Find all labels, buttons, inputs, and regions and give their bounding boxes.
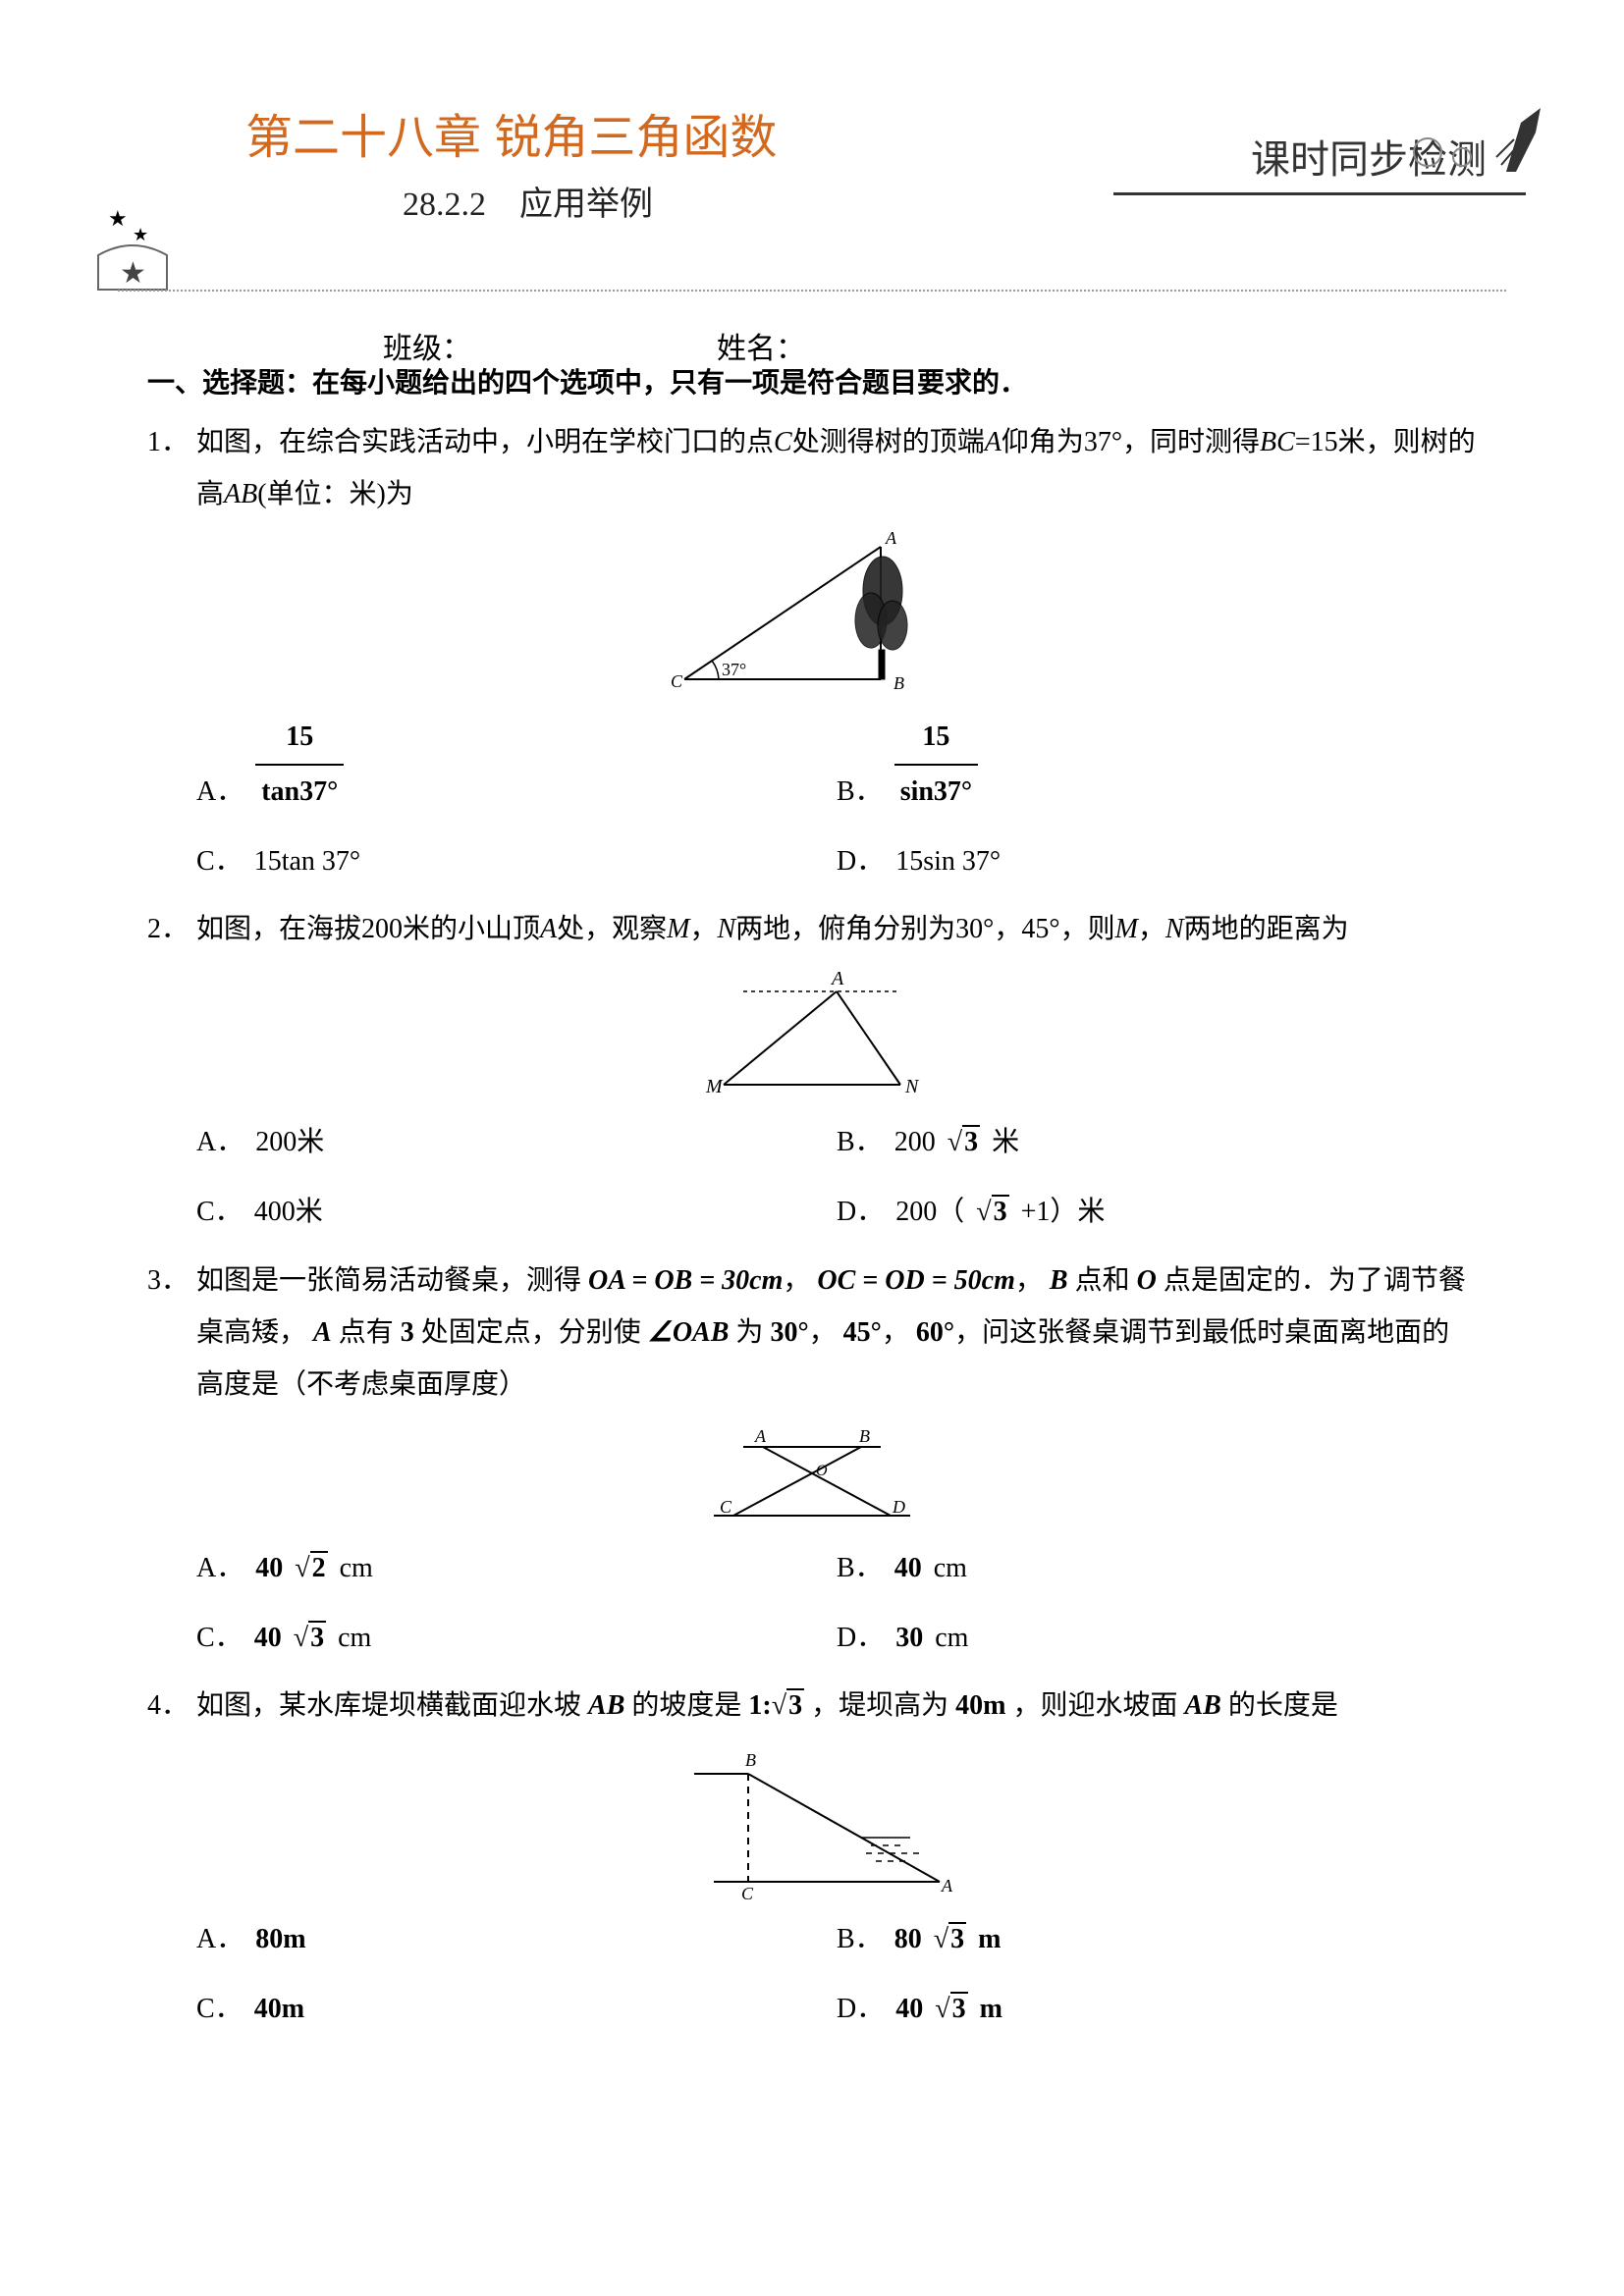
q4-option-c: C．40m [196, 1983, 837, 2035]
class-label: 班级： [383, 324, 471, 367]
q3-option-a: A． 40√2 cm [196, 1542, 837, 1594]
q1-options: A． 15tan37° B． 15sin37° C． 15tan 37° D． … [196, 711, 1477, 887]
svg-text:★: ★ [120, 257, 146, 290]
q1-label-a: A [885, 532, 897, 548]
q3-options: A． 40√2 cm B． 40 cm C． 40√3 cm D． 30 cm [196, 1542, 1477, 1664]
q4-label-b: B [745, 1750, 756, 1770]
q3-label-o: O [816, 1463, 828, 1479]
q2-option-d: D． 200（√3+1）米 [837, 1186, 1477, 1238]
name-label: 姓名： [717, 324, 805, 367]
svg-text:★: ★ [108, 206, 128, 231]
q4-label-a: A [941, 1876, 953, 1896]
header: 第二十八章 锐角三角函数 28.2.2 应用举例 ★ ★ ★ 课时同步检测 [147, 98, 1477, 314]
chapter-title: 第二十八章 锐角三角函数 [245, 98, 777, 167]
q1-number: 1． [147, 416, 196, 468]
q4-option-a: A．80m [196, 1913, 837, 1965]
q4-figure: B C A [655, 1744, 969, 1901]
q3-label-c: C [720, 1497, 732, 1517]
q2-option-a: A．200米 [196, 1116, 837, 1168]
q4-option-b: B． 80√3m [837, 1913, 1477, 1965]
worksheet-page: 第二十八章 锐角三角函数 28.2.2 应用举例 ★ ★ ★ 课时同步检测 [0, 0, 1624, 2113]
q2-label-m: M [705, 1076, 724, 1097]
q4-text: 如图，某水库堤坝横截面迎水坡 AB 的坡度是 1:√3 ，堤坝高为 40m ，则… [196, 1680, 1477, 1732]
star-icon: ★ ★ ★ [88, 196, 177, 304]
header-deco: 课时同步检测 [1113, 128, 1526, 195]
q3-text: 如图是一张简易活动餐桌，测得 OA = OB = 30cm， OC = OD =… [196, 1255, 1477, 1412]
q2-text: 如图，在海拔200米的小山顶A处，观察M，N两地，俯角分别为30°，45°，则M… [196, 903, 1477, 955]
q2-figure: A M N [684, 967, 940, 1104]
q1-angle-label: 37° [722, 660, 746, 679]
question-2: 2． 如图，在海拔200米的小山顶A处，观察M，N两地，俯角分别为30°，45°… [147, 903, 1477, 1239]
q2-label-n: N [904, 1076, 920, 1097]
q2-option-c: C．400米 [196, 1186, 837, 1238]
q3-option-d: D． 30 cm [837, 1612, 1477, 1664]
q4-number: 4． [147, 1680, 196, 1732]
svg-text:★: ★ [133, 225, 148, 244]
q1-option-a: A． 15tan37° [196, 711, 837, 817]
q1-option-d: D． 15sin 37° [837, 835, 1477, 887]
q4-option-d: D． 40√3m [837, 1983, 1477, 2035]
q1-option-b: B． 15sin37° [837, 711, 1477, 817]
q1-label-b: B [893, 673, 904, 693]
q3-label-b: B [859, 1426, 870, 1446]
question-1: 1． 如图，在综合实践活动中，小明在学校门口的点C处测得树的顶端A仰角为37°，… [147, 416, 1477, 887]
q2-option-b: B． 200√3 米 [837, 1116, 1477, 1168]
q3-figure: A B C D O [684, 1422, 940, 1530]
divider [118, 290, 1506, 292]
question-3: 3． 如图是一张简易活动餐桌，测得 OA = OB = 30cm， OC = O… [147, 1255, 1477, 1665]
q4-label-c: C [741, 1884, 754, 1901]
q3-option-b: B． 40 cm [837, 1542, 1477, 1594]
q2-label-a: A [830, 968, 844, 989]
q1-label-c: C [671, 671, 683, 691]
q3-label-a: A [754, 1426, 767, 1446]
q2-number: 2． [147, 903, 196, 955]
q1-option-c: C． 15tan 37° [196, 835, 837, 887]
form-fields: 班级： 姓名： [147, 324, 1477, 373]
q1-figure: 37° C B A [665, 532, 959, 699]
section-title: 28.2.2 应用举例 [403, 177, 653, 225]
q3-option-c: C． 40√3 cm [196, 1612, 837, 1664]
q3-label-d: D [892, 1497, 905, 1517]
q1-text: 如图，在综合实践活动中，小明在学校门口的点C处测得树的顶端A仰角为37°，同时测… [196, 416, 1477, 520]
q4-options: A．80m B． 80√3m C．40m D． 40√3m [196, 1913, 1477, 2035]
question-4: 4． 如图，某水库堤坝横截面迎水坡 AB 的坡度是 1:√3 ，堤坝高为 40m… [147, 1680, 1477, 2035]
q3-number: 3． [147, 1255, 196, 1307]
lamp-icon [1408, 79, 1526, 177]
q2-options: A．200米 B． 200√3 米 C．400米 D． 200（√3+1）米 [196, 1116, 1477, 1238]
